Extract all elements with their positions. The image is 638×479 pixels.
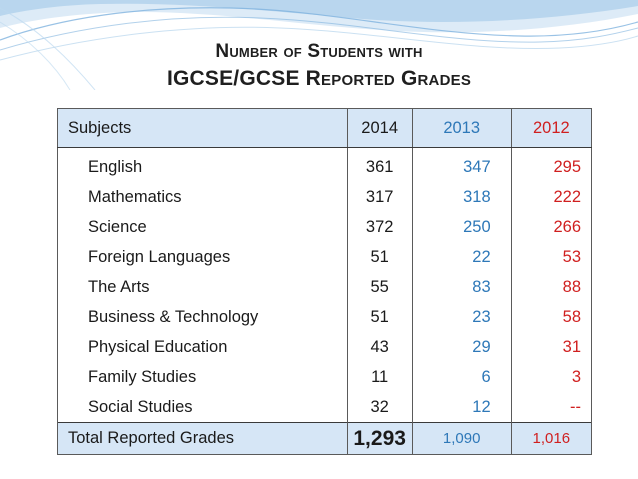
value-2014-cell: 11 — [346, 362, 413, 392]
value-2013-cell: 6 — [411, 362, 512, 392]
subject-cell: Social Studies — [57, 392, 348, 423]
title-line-1: Number of Students with — [215, 41, 423, 62]
subject-cell: The Arts — [57, 272, 348, 302]
table-row: Business & Technology 51 23 58 — [57, 302, 593, 332]
subject-cell: Physical Education — [57, 332, 348, 362]
value-2012-cell: 53 — [510, 242, 593, 272]
table-row: Physical Education 43 29 31 — [57, 332, 593, 362]
subject-cell: Science — [57, 212, 348, 242]
table-row: The Arts 55 83 88 — [57, 272, 593, 302]
value-2012-cell: -- — [510, 392, 593, 423]
header-2014: 2014 — [346, 108, 413, 148]
table-row: Family Studies 11 6 3 — [57, 362, 593, 392]
value-2012-cell: 295 — [510, 147, 593, 182]
value-2013-cell: 22 — [411, 242, 512, 272]
value-2014-cell: 32 — [346, 392, 413, 423]
table-row: Science 372 250 266 — [57, 212, 593, 242]
value-2014-cell: 55 — [346, 272, 413, 302]
header-subjects: Subjects — [57, 108, 348, 148]
value-2013-cell: 250 — [411, 212, 512, 242]
value-2014-cell: 43 — [346, 332, 413, 362]
slide-title: Number of Students with IGCSE/GCSE Repor… — [0, 40, 638, 94]
value-2013-cell: 23 — [411, 302, 512, 332]
total-row: Total Reported Grades 1,293 1,090 1,016 — [57, 422, 593, 455]
total-label: Total Reported Grades — [57, 422, 348, 455]
total-2012: 1,016 — [510, 422, 593, 455]
value-2013-cell: 83 — [411, 272, 512, 302]
value-2014-cell: 361 — [346, 147, 413, 182]
value-2012-cell: 3 — [510, 362, 593, 392]
table-row: English 361 347 295 — [57, 147, 593, 182]
value-2012-cell: 222 — [510, 182, 593, 212]
value-2014-cell: 372 — [346, 212, 413, 242]
subject-cell: Business & Technology — [57, 302, 348, 332]
grades-table: Subjects 2014 2013 2012 English 361 347 … — [57, 108, 593, 455]
value-2014-cell: 51 — [346, 302, 413, 332]
header-2012: 2012 — [510, 108, 593, 148]
title-line-2: IGCSE/GCSE Reported Grades — [166, 67, 472, 90]
header-2013: 2013 — [411, 108, 512, 148]
subject-cell: Family Studies — [57, 362, 348, 392]
decorative-wave-banner — [0, 0, 638, 90]
value-2012-cell: 266 — [510, 212, 593, 242]
total-2014: 1,293 — [346, 422, 413, 455]
subject-cell: English — [57, 147, 348, 182]
table-header-row: Subjects 2014 2013 2012 — [57, 108, 593, 148]
subject-cell: Mathematics — [57, 182, 348, 212]
value-2012-cell: 88 — [510, 272, 593, 302]
value-2012-cell: 31 — [510, 332, 593, 362]
value-2013-cell: 347 — [411, 147, 512, 182]
total-2013: 1,090 — [411, 422, 512, 455]
value-2013-cell: 29 — [411, 332, 512, 362]
value-2014-cell: 317 — [346, 182, 413, 212]
table-row: Foreign Languages 51 22 53 — [57, 242, 593, 272]
value-2013-cell: 12 — [411, 392, 512, 423]
table-row: Social Studies 32 12 -- — [57, 392, 593, 423]
table-row: Mathematics 317 318 222 — [57, 182, 593, 212]
value-2012-cell: 58 — [510, 302, 593, 332]
value-2014-cell: 51 — [346, 242, 413, 272]
value-2013-cell: 318 — [411, 182, 512, 212]
subject-cell: Foreign Languages — [57, 242, 348, 272]
